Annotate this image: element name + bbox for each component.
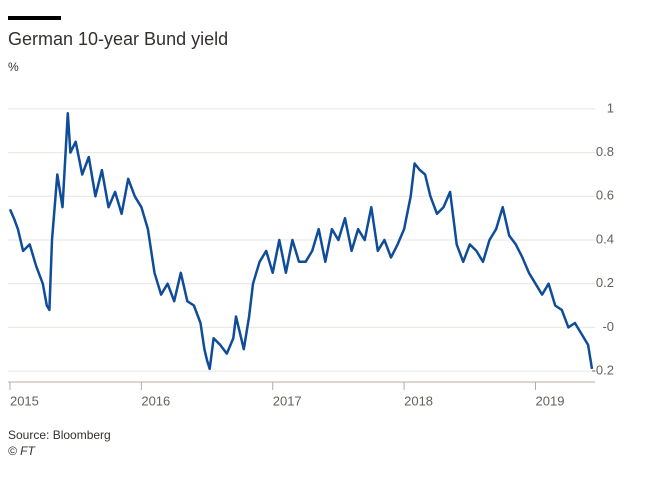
x-tick-label: 2015 [10, 393, 39, 408]
y-tick-label: -0 [602, 319, 614, 334]
x-tick-label: 2019 [536, 393, 565, 408]
y-tick-label: 0.2 [596, 275, 614, 290]
header-bar [8, 16, 61, 20]
y-tick-label: 0.8 [596, 144, 614, 159]
credit: © FT [8, 444, 37, 458]
y-tick-label: 0.6 [596, 188, 614, 203]
y-unit: % [8, 60, 19, 74]
y-tick-label: 0.4 [596, 231, 614, 246]
y-tick-label: 1 [607, 100, 614, 115]
y-tick-label: -0.2 [592, 363, 614, 378]
x-tick-label: 2017 [273, 393, 302, 408]
x-tick-label: 2018 [404, 393, 433, 408]
line [8, 112, 594, 371]
source: Source: Bloomberg [8, 428, 111, 442]
chart-title: German 10-year Bund yield [8, 29, 228, 49]
x-tick-label: 2016 [141, 393, 170, 408]
